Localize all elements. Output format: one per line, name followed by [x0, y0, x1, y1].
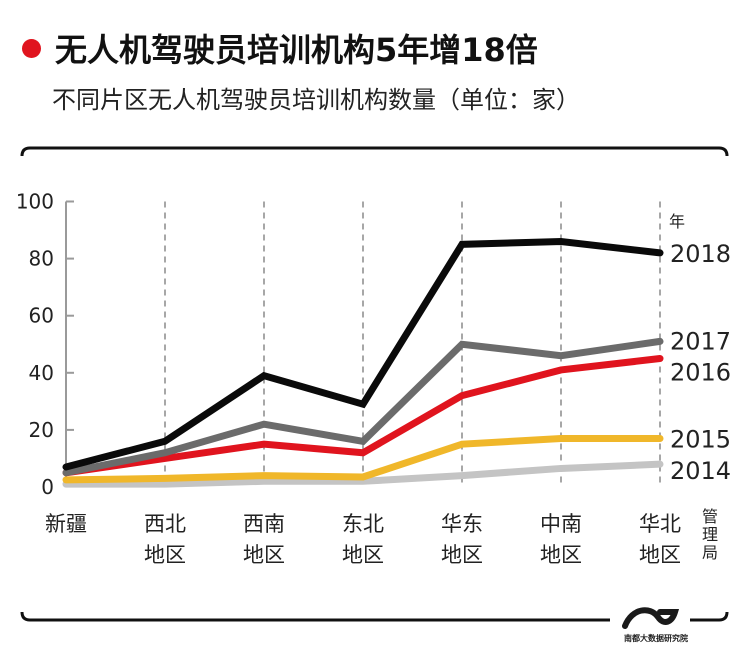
x-label-3: 东北 [342, 512, 384, 536]
chart-title: 无人机驾驶员培训机构5年增18倍 [55, 31, 538, 69]
y-axis: 0 20 40 60 80 100 [16, 190, 74, 499]
x-label-6: 华北 [639, 512, 681, 536]
x-label-note-char: 管 [702, 507, 718, 526]
x-label-4-line2: 地区 [441, 543, 483, 567]
x-label-0: 新疆 [45, 512, 87, 536]
brand-logo: 南都大数据研究院 [622, 607, 688, 643]
series-lines [62, 237, 664, 488]
x-label-5: 中南 [540, 512, 582, 536]
frame-top-line [20, 146, 729, 157]
x-label-2: 西南 [243, 512, 285, 536]
series-label-2017: 2017 [670, 327, 731, 355]
series-label-2015: 2015 [670, 425, 731, 453]
y-tick-label-20: 20 [29, 418, 54, 442]
series-label-2016: 2016 [670, 359, 731, 387]
frame-bottom-line-right [690, 611, 729, 622]
series-line-2018 [62, 237, 664, 471]
series-line-2015 [62, 434, 664, 484]
x-label-3-line2: 地区 [342, 543, 384, 567]
x-label-4: 华东 [441, 512, 483, 536]
y-tick-label-40: 40 [29, 361, 54, 385]
series-line-2014 [62, 460, 664, 488]
series-line-2016 [62, 355, 664, 477]
x-label-note-char: 局 [702, 543, 718, 562]
title-bullet-icon [22, 38, 41, 58]
logo-wave-icon [622, 607, 680, 629]
series-label-2014: 2014 [670, 457, 731, 485]
series-line-2017 [62, 337, 664, 477]
y-tick-label-100: 100 [16, 190, 54, 214]
x-label-note-char: 理 [702, 525, 718, 544]
title-row: 无人机驾驶员培训机构5年增18倍 [22, 26, 538, 70]
x-label-5-line2: 地区 [540, 543, 582, 567]
frame-bottom-line-left [20, 611, 610, 622]
x-label-6-line2: 地区 [639, 543, 681, 567]
series-label-2018: 2018 [670, 240, 731, 268]
x-label-1: 西北 [144, 512, 186, 536]
logo-text: 南都大数据研究院 [624, 633, 688, 643]
y-tick-label-60: 60 [29, 304, 54, 328]
x-label-2-line2: 地区 [243, 543, 285, 567]
chart-subtitle: 不同片区无人机驾驶员培训机构数量（单位：家） [52, 86, 580, 114]
y-tick-label-0: 0 [41, 475, 54, 499]
y-tick-label-80: 80 [29, 247, 54, 271]
legend-unit-label: 年 [669, 212, 685, 231]
x-label-1-line2: 地区 [144, 543, 186, 567]
